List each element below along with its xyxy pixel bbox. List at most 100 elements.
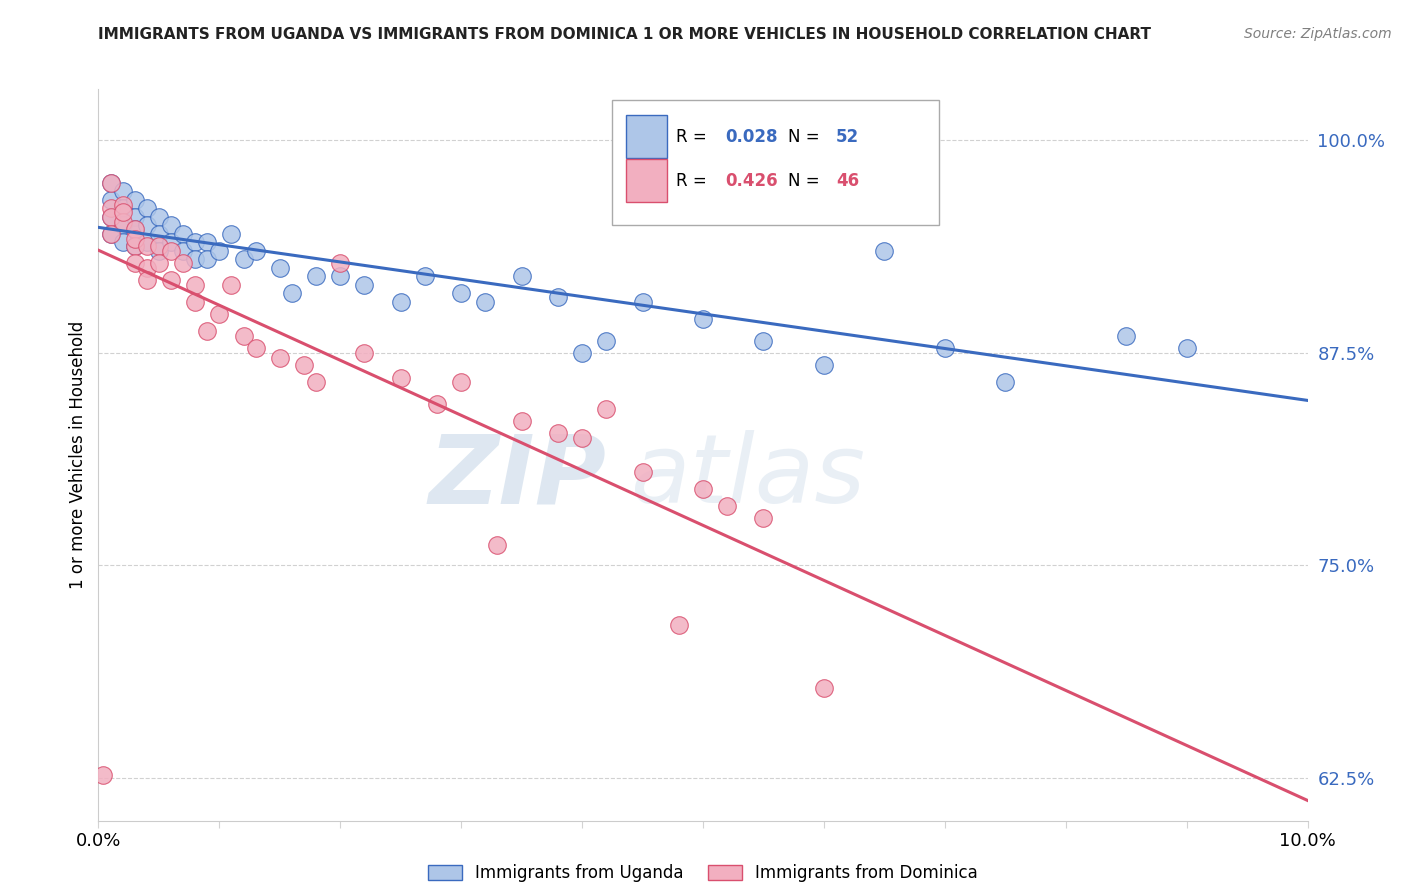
Point xyxy=(281,286,304,301)
Point xyxy=(135,273,157,287)
Point xyxy=(160,219,183,233)
Text: atlas: atlas xyxy=(630,430,866,524)
Text: R =: R = xyxy=(676,171,713,190)
Text: ZIP: ZIP xyxy=(429,430,606,524)
Point xyxy=(329,256,352,270)
Point xyxy=(631,294,654,309)
Point xyxy=(100,193,122,207)
Text: 52: 52 xyxy=(837,128,859,145)
Point xyxy=(547,290,569,304)
Point xyxy=(474,294,496,309)
Point xyxy=(195,324,218,338)
Point xyxy=(124,232,146,246)
Point xyxy=(752,334,775,348)
Point xyxy=(160,235,183,250)
Point xyxy=(172,244,194,258)
Point xyxy=(221,227,243,241)
Point xyxy=(752,511,775,525)
Text: 0.426: 0.426 xyxy=(724,171,778,190)
Point xyxy=(305,375,328,389)
Point xyxy=(389,371,412,385)
Point xyxy=(292,358,315,372)
Point xyxy=(813,681,835,695)
Text: 0.028: 0.028 xyxy=(724,128,778,145)
Point xyxy=(100,176,122,190)
Point xyxy=(195,235,218,250)
Point xyxy=(510,414,533,428)
Point xyxy=(135,235,157,250)
Point xyxy=(100,227,122,241)
Point xyxy=(486,538,509,552)
Point xyxy=(135,260,157,275)
Text: N =: N = xyxy=(787,128,824,145)
Point xyxy=(232,329,254,343)
Point xyxy=(111,219,134,233)
Point xyxy=(510,269,533,284)
Point xyxy=(160,273,183,287)
Point xyxy=(208,244,231,258)
Point xyxy=(389,294,412,309)
Point xyxy=(595,402,617,417)
Point xyxy=(716,499,738,513)
Point xyxy=(668,618,690,632)
Point xyxy=(329,269,352,284)
Point xyxy=(111,235,134,250)
Point xyxy=(1175,341,1198,355)
Point xyxy=(595,334,617,348)
Point xyxy=(124,210,146,224)
Point xyxy=(1115,329,1137,343)
Point xyxy=(148,227,170,241)
Text: IMMIGRANTS FROM UGANDA VS IMMIGRANTS FROM DOMINICA 1 OR MORE VEHICLES IN HOUSEHO: IMMIGRANTS FROM UGANDA VS IMMIGRANTS FRO… xyxy=(98,27,1152,42)
Point xyxy=(269,260,291,275)
Point xyxy=(571,346,593,360)
Point xyxy=(450,286,472,301)
Point xyxy=(148,256,170,270)
Point xyxy=(547,425,569,440)
Point xyxy=(426,397,449,411)
Point xyxy=(160,244,183,258)
Text: N =: N = xyxy=(787,171,824,190)
Point xyxy=(172,227,194,241)
Text: R =: R = xyxy=(676,128,713,145)
Y-axis label: 1 or more Vehicles in Household: 1 or more Vehicles in Household xyxy=(69,321,87,589)
Point xyxy=(111,201,134,215)
Point xyxy=(135,238,157,252)
Legend: Immigrants from Uganda, Immigrants from Dominica: Immigrants from Uganda, Immigrants from … xyxy=(429,863,977,882)
Point xyxy=(111,198,134,212)
Point xyxy=(353,277,375,292)
Point xyxy=(100,210,122,224)
Point xyxy=(184,235,207,250)
Point xyxy=(111,204,134,219)
Point xyxy=(813,358,835,372)
Point xyxy=(184,252,207,267)
Point xyxy=(100,201,122,215)
Point xyxy=(413,269,436,284)
Point xyxy=(184,294,207,309)
Point xyxy=(994,375,1017,389)
Point xyxy=(124,238,146,252)
Text: Source: ZipAtlas.com: Source: ZipAtlas.com xyxy=(1244,27,1392,41)
Point xyxy=(148,244,170,258)
Point xyxy=(111,184,134,198)
Point xyxy=(232,252,254,267)
Point xyxy=(148,238,170,252)
Point xyxy=(631,465,654,479)
FancyBboxPatch shape xyxy=(626,115,666,158)
Point xyxy=(934,341,956,355)
Point xyxy=(91,768,114,782)
Point xyxy=(195,252,218,267)
Point xyxy=(245,341,267,355)
Point xyxy=(221,277,243,292)
Point xyxy=(208,307,231,321)
Point xyxy=(124,256,146,270)
FancyBboxPatch shape xyxy=(626,159,666,202)
Point xyxy=(873,244,896,258)
Point xyxy=(124,193,146,207)
Point xyxy=(111,215,134,229)
Point xyxy=(124,221,146,235)
Point xyxy=(305,269,328,284)
Point xyxy=(269,351,291,365)
Point xyxy=(184,277,207,292)
Point xyxy=(692,482,714,496)
Point xyxy=(571,431,593,445)
